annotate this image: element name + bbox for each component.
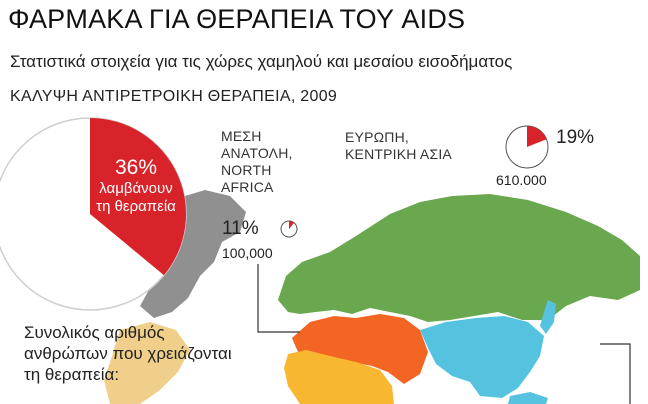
main-pie-line1: λαμβάνουν bbox=[99, 180, 173, 197]
page-title: ΦΑΡΜΑΚΑ ΓΙΑ ΘΕΡΑΠΕΙΑ ΤΟΥ AIDS bbox=[8, 4, 466, 34]
africa-region bbox=[284, 350, 394, 404]
asia-leader-line bbox=[600, 343, 631, 404]
europe-asia-region bbox=[278, 194, 640, 322]
main-coverage-pie bbox=[0, 117, 187, 311]
europe-count: 610.000 bbox=[496, 172, 547, 188]
mena-pie-slice bbox=[289, 221, 295, 229]
mena-percent: 11% bbox=[222, 218, 259, 239]
europe-name-line: ΕΥΡΩΠΗ, bbox=[345, 129, 409, 145]
europe-region-label: ΕΥΡΩΠΗ, ΚΕΝΤΡΙΚΗ ΑΣΙΑ bbox=[345, 129, 452, 163]
mena-count: 100,000 bbox=[222, 245, 273, 261]
mena-name-line: ΜΕΣΗ bbox=[221, 128, 262, 144]
section-heading: ΚΑΛΥΨΗ ΑΝΤΙΡΕΤΡΟΙΚΗ ΘΕΡΑΠΕΙΑ, 2009 bbox=[10, 88, 338, 105]
indonesia-region bbox=[508, 392, 548, 404]
mena-name-line: NORTH bbox=[221, 162, 272, 178]
mena-coverage-pie bbox=[280, 220, 298, 238]
middle-east-region bbox=[292, 314, 428, 384]
main-pie-percent: 36% bbox=[114, 156, 158, 179]
central-america-region bbox=[104, 322, 190, 404]
mena-name-line: AFRICA bbox=[221, 179, 274, 195]
main-pie-label: 36% λαμβάνουν τη θεραπεία bbox=[86, 156, 186, 216]
page-subtitle: Στατιστικά στοιχεία για τις χώρες χαμηλο… bbox=[10, 52, 513, 71]
europe-pie-slice bbox=[527, 126, 547, 147]
europe-name-line: ΚΕΝΤΡΙΚΗ ΑΣΙΑ bbox=[345, 146, 452, 162]
mena-leader-line bbox=[257, 264, 300, 333]
europe-coverage-pie bbox=[505, 125, 549, 169]
note-line: Συνολικός αριθμός bbox=[24, 323, 165, 342]
europe-percent: 19% bbox=[556, 127, 595, 148]
mena-region-label: ΜΕΣΗ ΑΝΑΤΟΛΗ, NORTH AFRICA bbox=[221, 128, 293, 196]
main-pie-line2: τη θεραπεία bbox=[96, 198, 176, 215]
mena-name-line: ΑΝΑΤΟΛΗ, bbox=[221, 145, 293, 161]
south-asia-region bbox=[420, 316, 544, 398]
note-line: τη θεραπεία: bbox=[24, 365, 120, 384]
note-line: ανθρώπων που χρειάζονται bbox=[24, 344, 232, 363]
total-need-note: Συνολικός αριθμός ανθρώπων που χρειάζοντ… bbox=[24, 322, 334, 385]
japan-region bbox=[540, 300, 556, 334]
main-pie-slice bbox=[90, 118, 186, 276]
